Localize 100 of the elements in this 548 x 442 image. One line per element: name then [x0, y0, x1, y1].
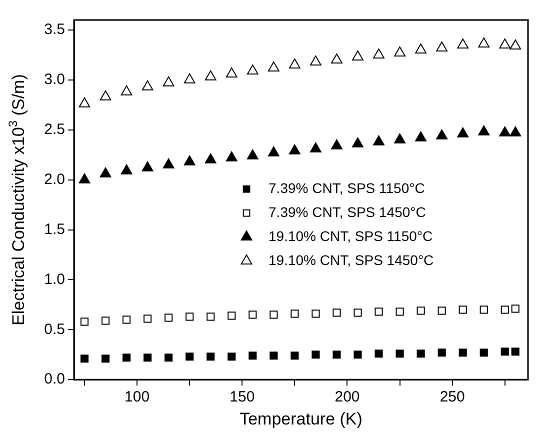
y-tick-label: 3.0 [44, 71, 65, 88]
point [270, 352, 278, 360]
point [415, 131, 426, 142]
point [374, 308, 383, 316]
point [184, 155, 196, 166]
point [162, 158, 174, 168]
point [511, 348, 520, 356]
point [312, 310, 320, 318]
point [206, 312, 215, 321]
y-tick-label: 2.0 [44, 170, 65, 188]
point [312, 350, 320, 359]
point [480, 306, 488, 314]
legend-label: 19.10% CNT, SPS 1150°C [268, 228, 433, 244]
y-tick-label: 1.0 [44, 270, 65, 288]
y-axis-title: Electrical Conductivity x103 (S/m) [6, 74, 28, 326]
point [415, 43, 426, 54]
point [396, 350, 404, 358]
point [144, 314, 152, 323]
point [458, 348, 467, 357]
point [510, 39, 522, 50]
point [290, 352, 299, 360]
point [457, 38, 469, 48]
point [500, 348, 509, 356]
point [120, 85, 132, 96]
x-tick-label: 100 [124, 388, 150, 406]
point [228, 312, 236, 320]
point [204, 70, 216, 80]
point [100, 167, 112, 178]
point [78, 173, 90, 184]
point [206, 352, 215, 361]
y-tick-label: 2.5 [44, 121, 65, 138]
point [394, 133, 406, 144]
point [352, 137, 364, 148]
point [204, 153, 216, 164]
point [436, 41, 448, 52]
y-tick-label: 0.0 [44, 370, 65, 388]
x-axis-title: Temperature (K) [240, 409, 362, 428]
point [184, 73, 196, 84]
y-tick-label: 0.5 [44, 320, 65, 338]
point [499, 38, 511, 48]
x-tick-label: 200 [334, 388, 360, 406]
y-tick-label: 1.5 [44, 220, 65, 238]
legend-label: 7.39% CNT, SPS 1150°C [268, 180, 425, 196]
point [438, 348, 446, 357]
point [142, 161, 154, 172]
point [142, 80, 154, 90]
point [101, 316, 110, 325]
point [480, 348, 488, 357]
point [246, 64, 258, 74]
point [162, 76, 174, 86]
point [186, 352, 194, 361]
point [248, 352, 257, 360]
point [457, 127, 469, 138]
point [396, 308, 404, 316]
point [416, 306, 425, 315]
point [144, 354, 152, 362]
point [331, 53, 342, 64]
point [310, 142, 322, 152]
point [373, 48, 384, 58]
point [352, 50, 364, 60]
point [354, 308, 362, 317]
point [228, 352, 236, 361]
point [78, 97, 90, 108]
point [394, 46, 406, 56]
point [478, 37, 490, 48]
point [436, 129, 448, 140]
point [268, 146, 280, 156]
point [268, 61, 280, 72]
point [499, 126, 511, 136]
point [248, 310, 257, 319]
point [290, 310, 299, 318]
x-tick-label: 250 [440, 388, 465, 406]
point [331, 139, 342, 150]
point [246, 149, 258, 160]
point [354, 350, 362, 359]
point [289, 58, 300, 68]
y-tick-label: 3.5 [44, 21, 65, 38]
point [310, 55, 322, 66]
point [458, 306, 467, 314]
point [80, 354, 89, 363]
point [332, 350, 341, 359]
point [374, 350, 383, 358]
x-tick-label: 150 [230, 388, 255, 406]
legend-label: 7.39% CNT, SPS 1450°C [268, 204, 426, 220]
point [80, 318, 89, 326]
point [226, 151, 238, 162]
point [500, 306, 509, 314]
point [510, 126, 522, 136]
point [416, 350, 425, 358]
point [289, 144, 300, 154]
point [438, 306, 446, 315]
point [100, 90, 112, 100]
legend-label: 19.10% CNT, SPS 1450°C [268, 252, 434, 268]
point [101, 354, 110, 363]
point [164, 354, 173, 362]
point [122, 354, 131, 362]
point [373, 135, 384, 146]
point [164, 314, 173, 322]
point [270, 310, 278, 319]
point [226, 67, 238, 78]
